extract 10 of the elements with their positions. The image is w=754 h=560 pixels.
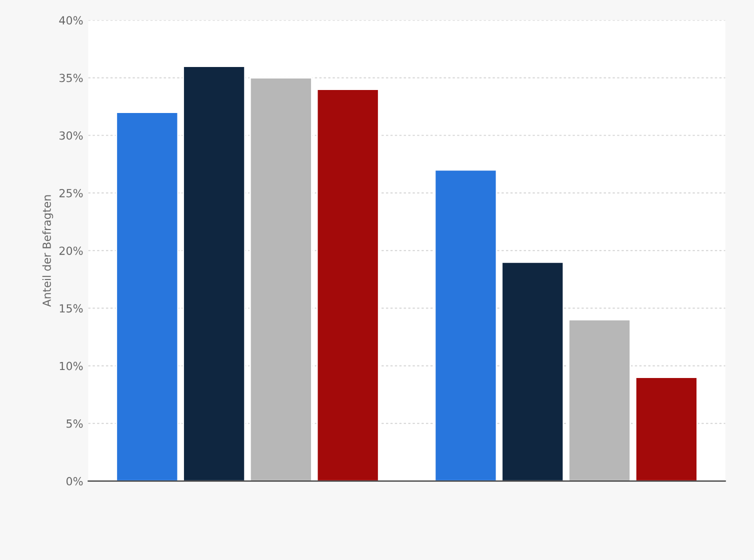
y-axis-title: Anteil der Befragten	[42, 195, 54, 307]
y-tick-label: 5%	[66, 419, 83, 428]
y-tick-label: 25%	[59, 188, 83, 198]
y-tick-label: 15%	[60, 304, 83, 313]
y-tick-label: 35%	[60, 74, 83, 82]
y-tick-label: 20%	[59, 246, 83, 255]
y-tick-label: 30%	[60, 131, 83, 140]
y-tick-label: 0%	[66, 477, 83, 486]
y-tick-label: 10%	[60, 362, 83, 370]
y-tick-label: 40%	[59, 16, 83, 25]
